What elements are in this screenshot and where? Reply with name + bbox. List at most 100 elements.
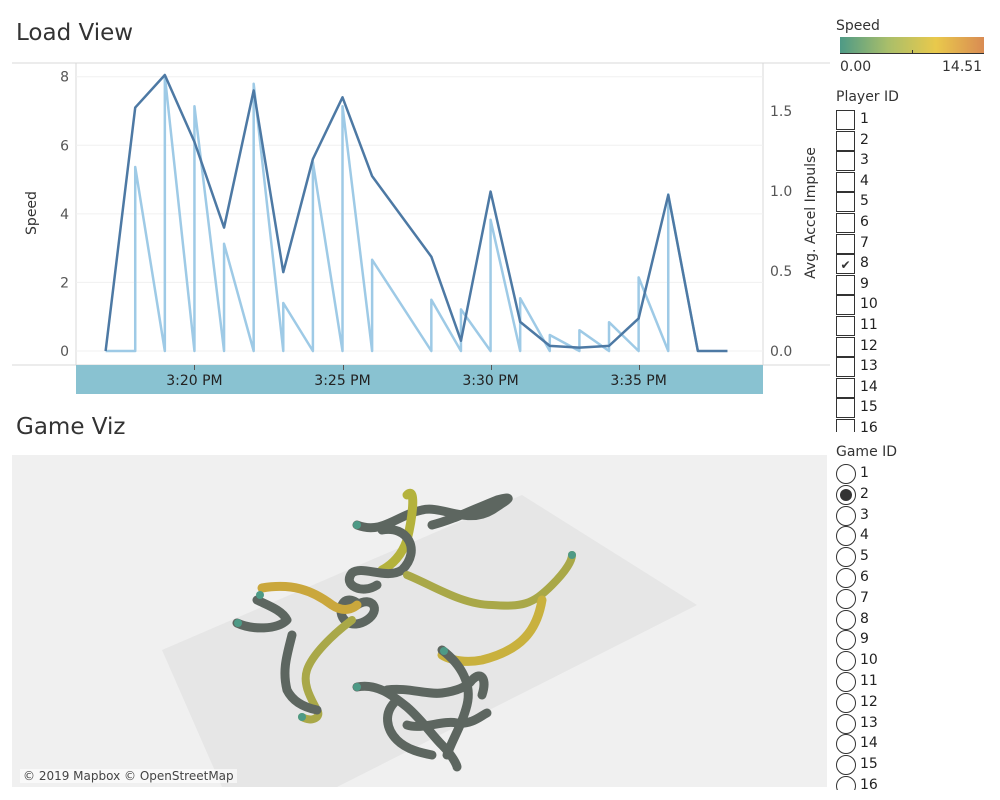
radio-icon[interactable]: [836, 464, 856, 484]
player-id-label: 10: [860, 296, 878, 313]
x-tick-mark: [342, 365, 344, 370]
load-view-chart[interactable]: 0 2 4 6 8 0.0 0.5 1.0 1.5 Speed Avg. Accel Impu…: [0, 55, 830, 367]
player-id-option[interactable]: 7: [836, 233, 996, 255]
game-id-label: 4: [860, 527, 869, 544]
game-id-option[interactable]: 14: [836, 734, 996, 755]
game-id-option[interactable]: 4: [836, 526, 996, 547]
checkbox-icon[interactable]: [836, 377, 855, 398]
y-tick-label: 6: [60, 138, 69, 154]
radio-icon[interactable]: [836, 755, 856, 776]
checkbox-icon[interactable]: [836, 316, 855, 336]
checkbox-icon[interactable]: [836, 213, 855, 233]
player-id-option[interactable]: 3: [836, 151, 996, 172]
player-id-label: 14: [860, 378, 878, 395]
game-id-option[interactable]: 15: [836, 755, 996, 776]
y-tick-label: 4: [60, 207, 69, 223]
player-id-option[interactable]: 6: [836, 213, 996, 234]
player-id-option[interactable]: 2: [836, 130, 996, 152]
checkbox-icon[interactable]: [836, 295, 855, 316]
y2-tick-label: 1.5: [770, 104, 792, 120]
player-id-option[interactable]: 4: [836, 171, 996, 193]
player-id-option[interactable]: 15: [836, 398, 996, 419]
checkbox-icon[interactable]: [836, 192, 855, 213]
player-id-option[interactable]: 11: [836, 316, 996, 337]
game-id-option[interactable]: 5: [836, 547, 996, 568]
player-id-label: 9: [860, 275, 869, 292]
checkbox-icon[interactable]: [836, 357, 855, 378]
player-id-option[interactable]: 9: [836, 274, 996, 296]
player-id-option[interactable]: 13: [836, 357, 996, 378]
checkbox-icon[interactable]: [836, 130, 855, 151]
game-id-label: 9: [860, 631, 869, 648]
game-id-option[interactable]: 8: [836, 609, 996, 631]
checkbox-icon[interactable]: [836, 398, 855, 419]
player-id-label: 4: [860, 172, 869, 189]
radio-icon[interactable]: [836, 568, 856, 588]
radio-icon[interactable]: [836, 526, 856, 547]
player-id-label: 6: [860, 214, 869, 230]
game-id-label: 5: [860, 548, 869, 565]
map-attribution: © 2019 Mapbox © OpenStreetMap: [20, 769, 237, 783]
game-id-option[interactable]: 1: [836, 464, 996, 485]
player-id-label: 13: [860, 358, 878, 375]
speed-legend-title: Speed: [836, 18, 880, 34]
player-id-option[interactable]: ✔ 8: [836, 254, 996, 275]
game-id-label: 10: [860, 652, 878, 669]
game-id-label: 2: [860, 485, 869, 502]
player-id-list[interactable]: 1 2 3 4 5 6 7 ✔ 8 9 10 11 12 13 14 15 16: [836, 110, 996, 432]
game-id-list[interactable]: 1 2 3 4 5 6 7 8 9 10 11 12 13 14 15 16: [836, 464, 996, 790]
player-id-label: 16: [860, 420, 878, 432]
game-id-option[interactable]: 11: [836, 672, 996, 693]
radio-icon[interactable]: [836, 672, 856, 692]
game-id-option[interactable]: 2: [836, 484, 996, 506]
game-id-option[interactable]: 10: [836, 651, 996, 672]
player-id-option[interactable]: 14: [836, 377, 996, 399]
radio-icon[interactable]: [836, 776, 856, 790]
x-tick-label: 3:20 PM: [166, 373, 223, 389]
checkbox-checked-icon[interactable]: ✔: [836, 254, 855, 275]
checkbox-icon[interactable]: [836, 171, 855, 192]
radio-icon[interactable]: [836, 692, 856, 713]
radio-icon[interactable]: [836, 588, 856, 609]
player-id-option[interactable]: 12: [836, 336, 996, 358]
player-id-option[interactable]: 10: [836, 295, 996, 316]
checkbox-icon[interactable]: [836, 419, 855, 432]
x-tick-label: 3:25 PM: [314, 373, 371, 389]
time-axis[interactable]: 3:20 PM 3:25 PM 3:30 PM 3:35 PM: [76, 365, 763, 394]
game-id-label: 3: [860, 506, 869, 523]
game-id-label: 1: [860, 465, 869, 481]
game-id-label: 15: [860, 756, 878, 773]
speed-series-line[interactable]: [104, 73, 728, 353]
speed-min-label: 0.00: [840, 59, 872, 75]
game-id-label: 16: [860, 777, 878, 790]
game-id-option[interactable]: 13: [836, 713, 996, 735]
player-id-option[interactable]: 16: [836, 419, 996, 432]
radio-icon[interactable]: [836, 547, 856, 568]
game-id-option[interactable]: 12: [836, 692, 996, 714]
radio-icon[interactable]: [836, 505, 856, 526]
game-id-option[interactable]: 9: [836, 630, 996, 651]
player-id-label: 15: [860, 399, 878, 416]
player-id-option[interactable]: 5: [836, 192, 996, 213]
checkbox-icon[interactable]: [836, 274, 855, 295]
radio-icon[interactable]: [836, 630, 856, 651]
speed-color-scale: [840, 37, 984, 53]
player-id-option[interactable]: 1: [836, 110, 996, 131]
checkbox-icon[interactable]: [836, 233, 855, 254]
checkbox-icon[interactable]: [836, 110, 855, 130]
radio-icon[interactable]: [836, 734, 856, 755]
game-id-option[interactable]: 6: [836, 568, 996, 589]
radio-icon[interactable]: [836, 651, 856, 672]
game-id-label: 12: [860, 693, 878, 710]
game-id-option[interactable]: 7: [836, 588, 996, 610]
radio-icon[interactable]: [836, 609, 856, 630]
checkbox-icon[interactable]: [836, 336, 855, 357]
game-id-option[interactable]: 3: [836, 505, 996, 527]
game-id-option[interactable]: 16: [836, 776, 996, 790]
game-viz-map[interactable]: © 2019 Mapbox © OpenStreetMap: [12, 455, 827, 787]
accel-impulse-series-line[interactable]: [105, 74, 700, 353]
radio-icon[interactable]: [836, 713, 856, 734]
radio-selected-icon[interactable]: [836, 484, 856, 505]
y-tick-label: 0: [60, 344, 69, 360]
checkbox-icon[interactable]: [836, 151, 855, 172]
